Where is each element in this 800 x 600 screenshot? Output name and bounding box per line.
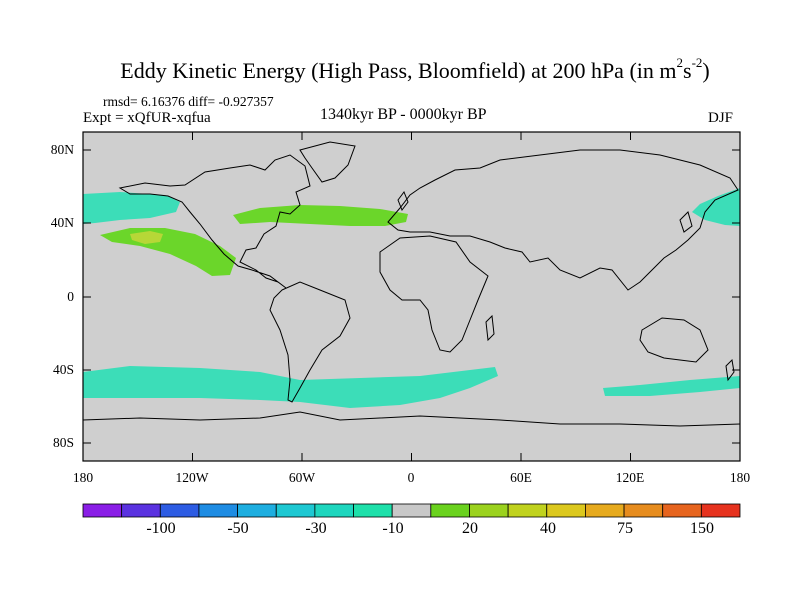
lon-label-60w: 60W <box>288 470 316 485</box>
colorbar-box <box>82 503 123 518</box>
lon-ticks <box>82 132 741 461</box>
coast-new-zealand <box>725 358 735 382</box>
region-southern-ocean-east <box>603 376 740 396</box>
lat-label-80n: 80N <box>50 142 74 157</box>
region-southern-ocean-west <box>83 366 498 408</box>
colorbar-label: -100 <box>146 520 176 537</box>
colorbar-box <box>159 503 200 518</box>
season-label: DJF <box>708 110 734 126</box>
lon-label-60e: 60E <box>510 470 532 485</box>
colorbar <box>82 503 741 518</box>
coast-uk <box>397 190 409 212</box>
lon-label-180e: 180 <box>729 470 751 485</box>
colorbar-label: -50 <box>227 520 249 537</box>
coast-south-america <box>269 281 351 403</box>
colorbar-box <box>121 503 161 518</box>
region-north-pacific-east <box>83 192 180 224</box>
coast-eurasia <box>387 149 739 291</box>
colorbar-box <box>507 503 548 518</box>
colorbar-box <box>469 503 509 518</box>
colorbar-box <box>314 503 354 518</box>
colorbar-box <box>237 503 277 518</box>
colorbar-box <box>198 503 238 518</box>
lat-label-80s: 80S <box>52 435 74 450</box>
period-label: 1340kyr BP - 0000kyr BP <box>320 106 487 123</box>
lat-label-40s: 40S <box>52 362 74 377</box>
colorbar-label: -10 <box>382 520 404 537</box>
lon-label-120w: 120W <box>175 470 209 485</box>
experiment-label: Expt = xQfUR-xqfua <box>83 110 211 126</box>
coast-greenland <box>299 141 356 183</box>
coast-antarctica <box>83 411 740 427</box>
colorbar-box <box>430 503 470 518</box>
plot-title: Eddy Kinetic Energy (High Pass, Bloomfie… <box>120 55 710 83</box>
colorbar-label: 20 <box>462 520 478 537</box>
colorbar-label: 40 <box>540 520 556 537</box>
colorbar-box <box>391 503 432 518</box>
lat-label-40n: 40N <box>50 215 74 230</box>
coast-australia <box>639 317 709 363</box>
lon-label-180w: 180 <box>72 470 94 485</box>
colorbar-label: 150 <box>690 520 714 537</box>
region-subtropical-pacific-max <box>130 231 163 244</box>
lat-label-0: 0 <box>67 289 74 304</box>
colorbar-box <box>585 503 625 518</box>
coastlines <box>83 141 740 427</box>
colorbar-box <box>623 503 664 518</box>
coast-north-america <box>118 154 311 289</box>
colorbar-box <box>700 503 741 518</box>
lon-label-120e: 120E <box>615 470 645 485</box>
stats-text: rmsd= 6.16376 diff= -0.927357 <box>103 94 274 109</box>
region-north-atlantic <box>233 205 408 226</box>
colorbar-label: -30 <box>305 520 327 537</box>
colorbar-box <box>353 503 393 518</box>
map-background <box>83 132 740 461</box>
colorbar-box <box>546 503 586 518</box>
lon-label-0: 0 <box>407 470 415 485</box>
lat-ticks <box>83 149 740 444</box>
colorbar-label: 75 <box>617 520 633 537</box>
colorbar-box <box>662 503 702 518</box>
coast-madagascar <box>485 314 495 342</box>
coast-japan <box>679 211 693 233</box>
coast-africa <box>379 235 489 353</box>
colorbar-box <box>275 503 316 518</box>
